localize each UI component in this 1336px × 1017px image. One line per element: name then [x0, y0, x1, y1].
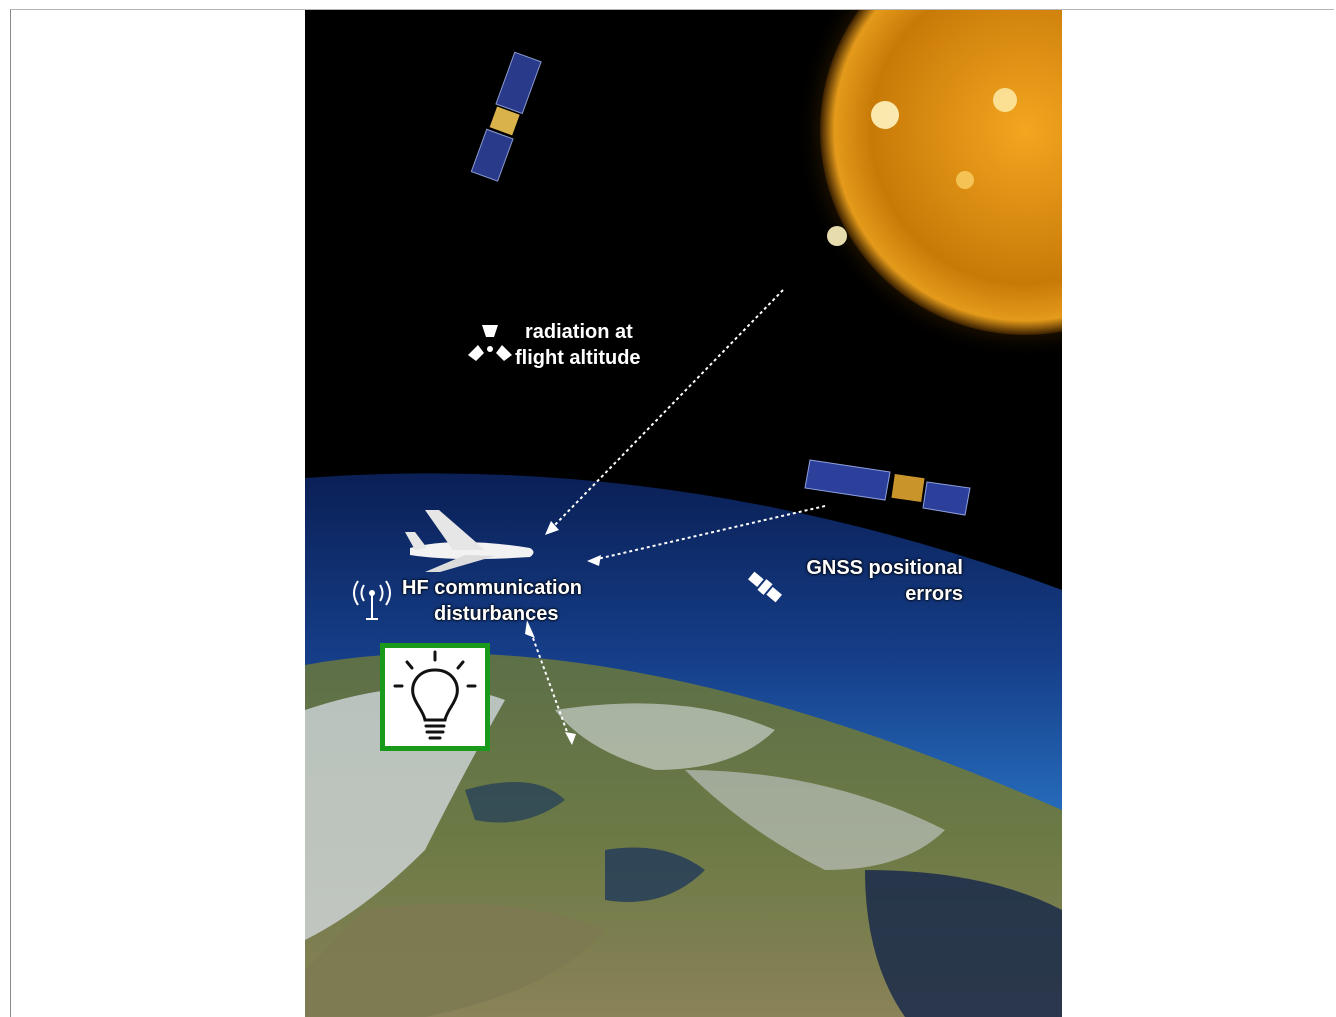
- lightbulb-highlight[interactable]: [380, 643, 490, 751]
- space-weather-illustration: radiation at flight altitude HF communic…: [305, 10, 1062, 1017]
- airplane: [405, 510, 534, 572]
- gnss-label: GNSS positional errors: [781, 555, 963, 607]
- satellite-gnss: [804, 459, 971, 516]
- lightbulb-icon: [393, 650, 477, 740]
- antenna-icon: [353, 580, 391, 620]
- earth: [305, 653, 1062, 1017]
- hf-label-line2: disturbances: [434, 603, 559, 625]
- hf-label-line1: HF communication: [402, 577, 583, 599]
- satellite-top: [470, 51, 542, 182]
- hf-label: HF communication disturbances: [402, 575, 582, 627]
- arrowheads: [525, 521, 601, 745]
- radiation-icon: [468, 325, 512, 361]
- frame-border: [10, 9, 1334, 1017]
- gnss-label-line2: errors: [905, 583, 963, 605]
- gnss-label-line1: GNSS positional: [806, 557, 963, 579]
- sun: [795, 10, 1062, 360]
- radiation-label: radiation at flight altitude: [515, 319, 641, 371]
- radiation-label-line1: radiation at: [525, 321, 633, 343]
- radiation-label-line2: flight altitude: [515, 347, 641, 369]
- illustration-canvas: [305, 10, 1062, 1017]
- satellite-icon: [747, 571, 783, 603]
- arrows: [532, 289, 826, 741]
